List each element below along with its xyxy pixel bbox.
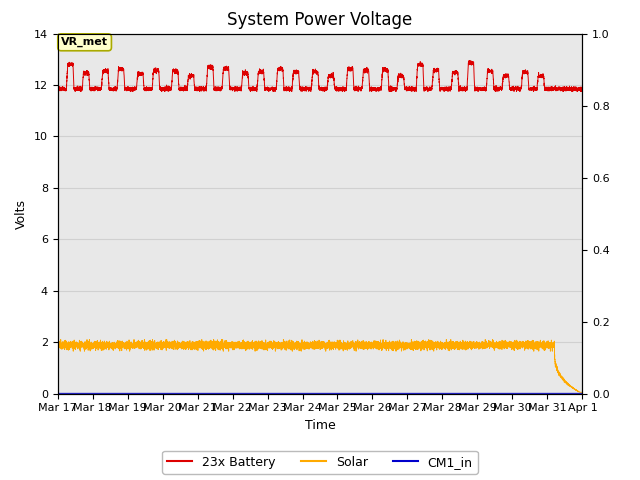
CM1_in: [579, 390, 586, 396]
Text: VR_met: VR_met: [61, 37, 108, 48]
Line: Solar: Solar: [58, 339, 582, 392]
Solar: [57, 336, 65, 342]
Legend: 23x Battery, Solar, CM1_in: 23x Battery, Solar, CM1_in: [163, 451, 477, 474]
CM1_in: [577, 390, 584, 396]
CM1_in: [54, 390, 61, 396]
Solar: [467, 344, 475, 349]
23x Battery: [465, 58, 473, 63]
23x Battery: [166, 85, 174, 91]
CM1_in: [467, 390, 474, 396]
CM1_in: [161, 390, 168, 396]
CM1_in: [392, 390, 400, 396]
Title: System Power Voltage: System Power Voltage: [227, 11, 413, 29]
Y-axis label: Volts: Volts: [15, 199, 28, 228]
X-axis label: Time: Time: [305, 419, 335, 432]
Solar: [576, 389, 584, 395]
Solar: [54, 343, 61, 349]
23x Battery: [54, 85, 61, 91]
23x Battery: [467, 58, 475, 64]
Solar: [392, 342, 400, 348]
23x Battery: [250, 85, 258, 91]
23x Battery: [129, 89, 137, 95]
CM1_in: [250, 390, 258, 396]
Solar: [579, 389, 586, 395]
23x Battery: [161, 85, 168, 91]
Solar: [166, 340, 174, 346]
Solar: [161, 341, 168, 347]
23x Battery: [577, 86, 584, 92]
Solar: [577, 389, 584, 395]
CM1_in: [166, 390, 173, 396]
23x Battery: [392, 86, 400, 92]
Solar: [250, 340, 258, 346]
Line: 23x Battery: 23x Battery: [58, 60, 582, 92]
23x Battery: [579, 84, 586, 90]
